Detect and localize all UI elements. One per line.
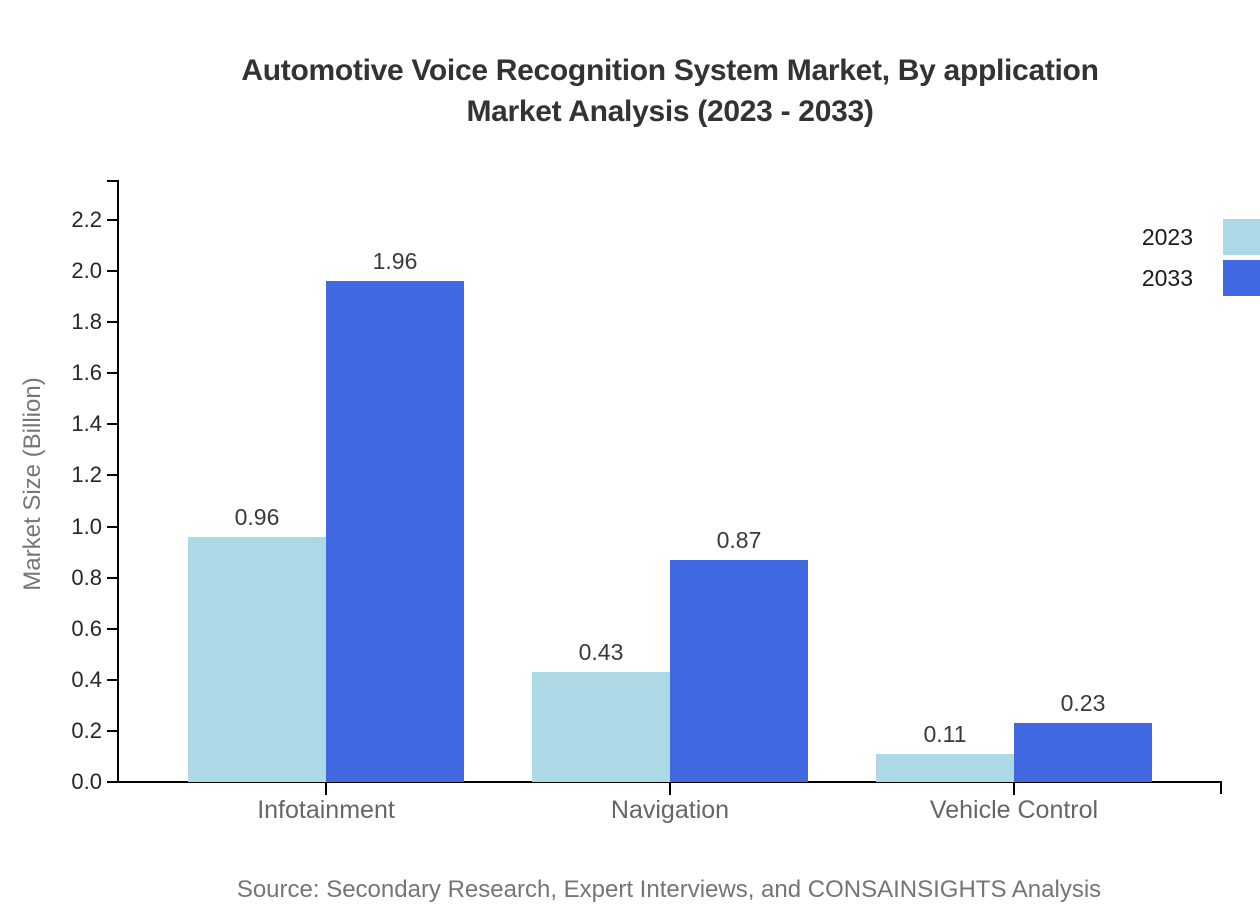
y-tick (107, 526, 117, 528)
legend-swatch-2033 (1223, 260, 1260, 296)
legend-label-2033: 2033 (1141, 265, 1193, 291)
y-tick-label: 0.0 (71, 769, 102, 794)
bar-2033-infotainment (326, 281, 464, 782)
y-tick (107, 372, 117, 374)
x-tick (1013, 783, 1015, 795)
y-tick-label: 0.2 (71, 718, 102, 743)
bar-2023-infotainment (188, 537, 326, 782)
y-tick-label: 1.4 (71, 411, 102, 436)
x-axis-end-cap (1220, 781, 1222, 794)
x-axis-spine (117, 781, 1222, 783)
bar-2033-navigation (670, 560, 808, 782)
bar-value-label: 0.87 (716, 527, 762, 553)
y-tick (107, 321, 117, 323)
bar-2033-vehicle-control (1014, 723, 1152, 782)
source-note: Source: Secondary Research, Expert Inter… (236, 876, 1102, 903)
bar-2023-navigation (532, 672, 670, 782)
y-tick-label: 2.0 (71, 258, 102, 283)
y-tick-label: 0.4 (71, 667, 102, 692)
y-tick (107, 474, 117, 476)
legend-label-2023: 2023 (1141, 224, 1193, 250)
y-tick (107, 270, 117, 272)
bar-2023-vehicle-control (876, 754, 1014, 782)
bar-value-label: 1.96 (372, 248, 418, 274)
y-tick-label: 0.6 (71, 616, 102, 641)
legend-swatch-2023 (1223, 219, 1260, 255)
y-tick-label: 1.2 (71, 462, 102, 487)
y-tick (107, 781, 117, 783)
x-category-label: Vehicle Control (929, 796, 1099, 824)
bar-value-label: 0.96 (234, 504, 280, 530)
y-axis-spine (117, 180, 119, 783)
chart-title: Automotive Voice Recognition System Mark… (80, 50, 1260, 132)
bar-value-label: 0.23 (1060, 690, 1106, 716)
bar-value-label: 0.11 (923, 721, 967, 747)
y-axis-end-cap (107, 180, 117, 182)
y-tick-label: 1.0 (71, 514, 102, 539)
bar-value-label: 0.43 (578, 639, 624, 665)
y-tick (107, 730, 117, 732)
chart-title-line1: Automotive Voice Recognition System Mark… (241, 54, 1099, 87)
x-category-label: Navigation (610, 796, 730, 824)
x-category-label: Infotainment (257, 796, 395, 824)
y-tick-label: 1.8 (71, 309, 102, 334)
y-tick-label: 2.2 (71, 207, 102, 232)
y-tick-label: 1.6 (71, 360, 102, 385)
x-tick (669, 783, 671, 795)
y-tick-label: 0.8 (71, 565, 102, 590)
y-tick (107, 628, 117, 630)
chart-title-line2: Market Analysis (2023 - 2033) (466, 95, 874, 128)
y-tick (107, 219, 117, 221)
x-tick (325, 783, 327, 795)
y-tick (107, 679, 117, 681)
y-tick (107, 577, 117, 579)
y-tick (107, 423, 117, 425)
